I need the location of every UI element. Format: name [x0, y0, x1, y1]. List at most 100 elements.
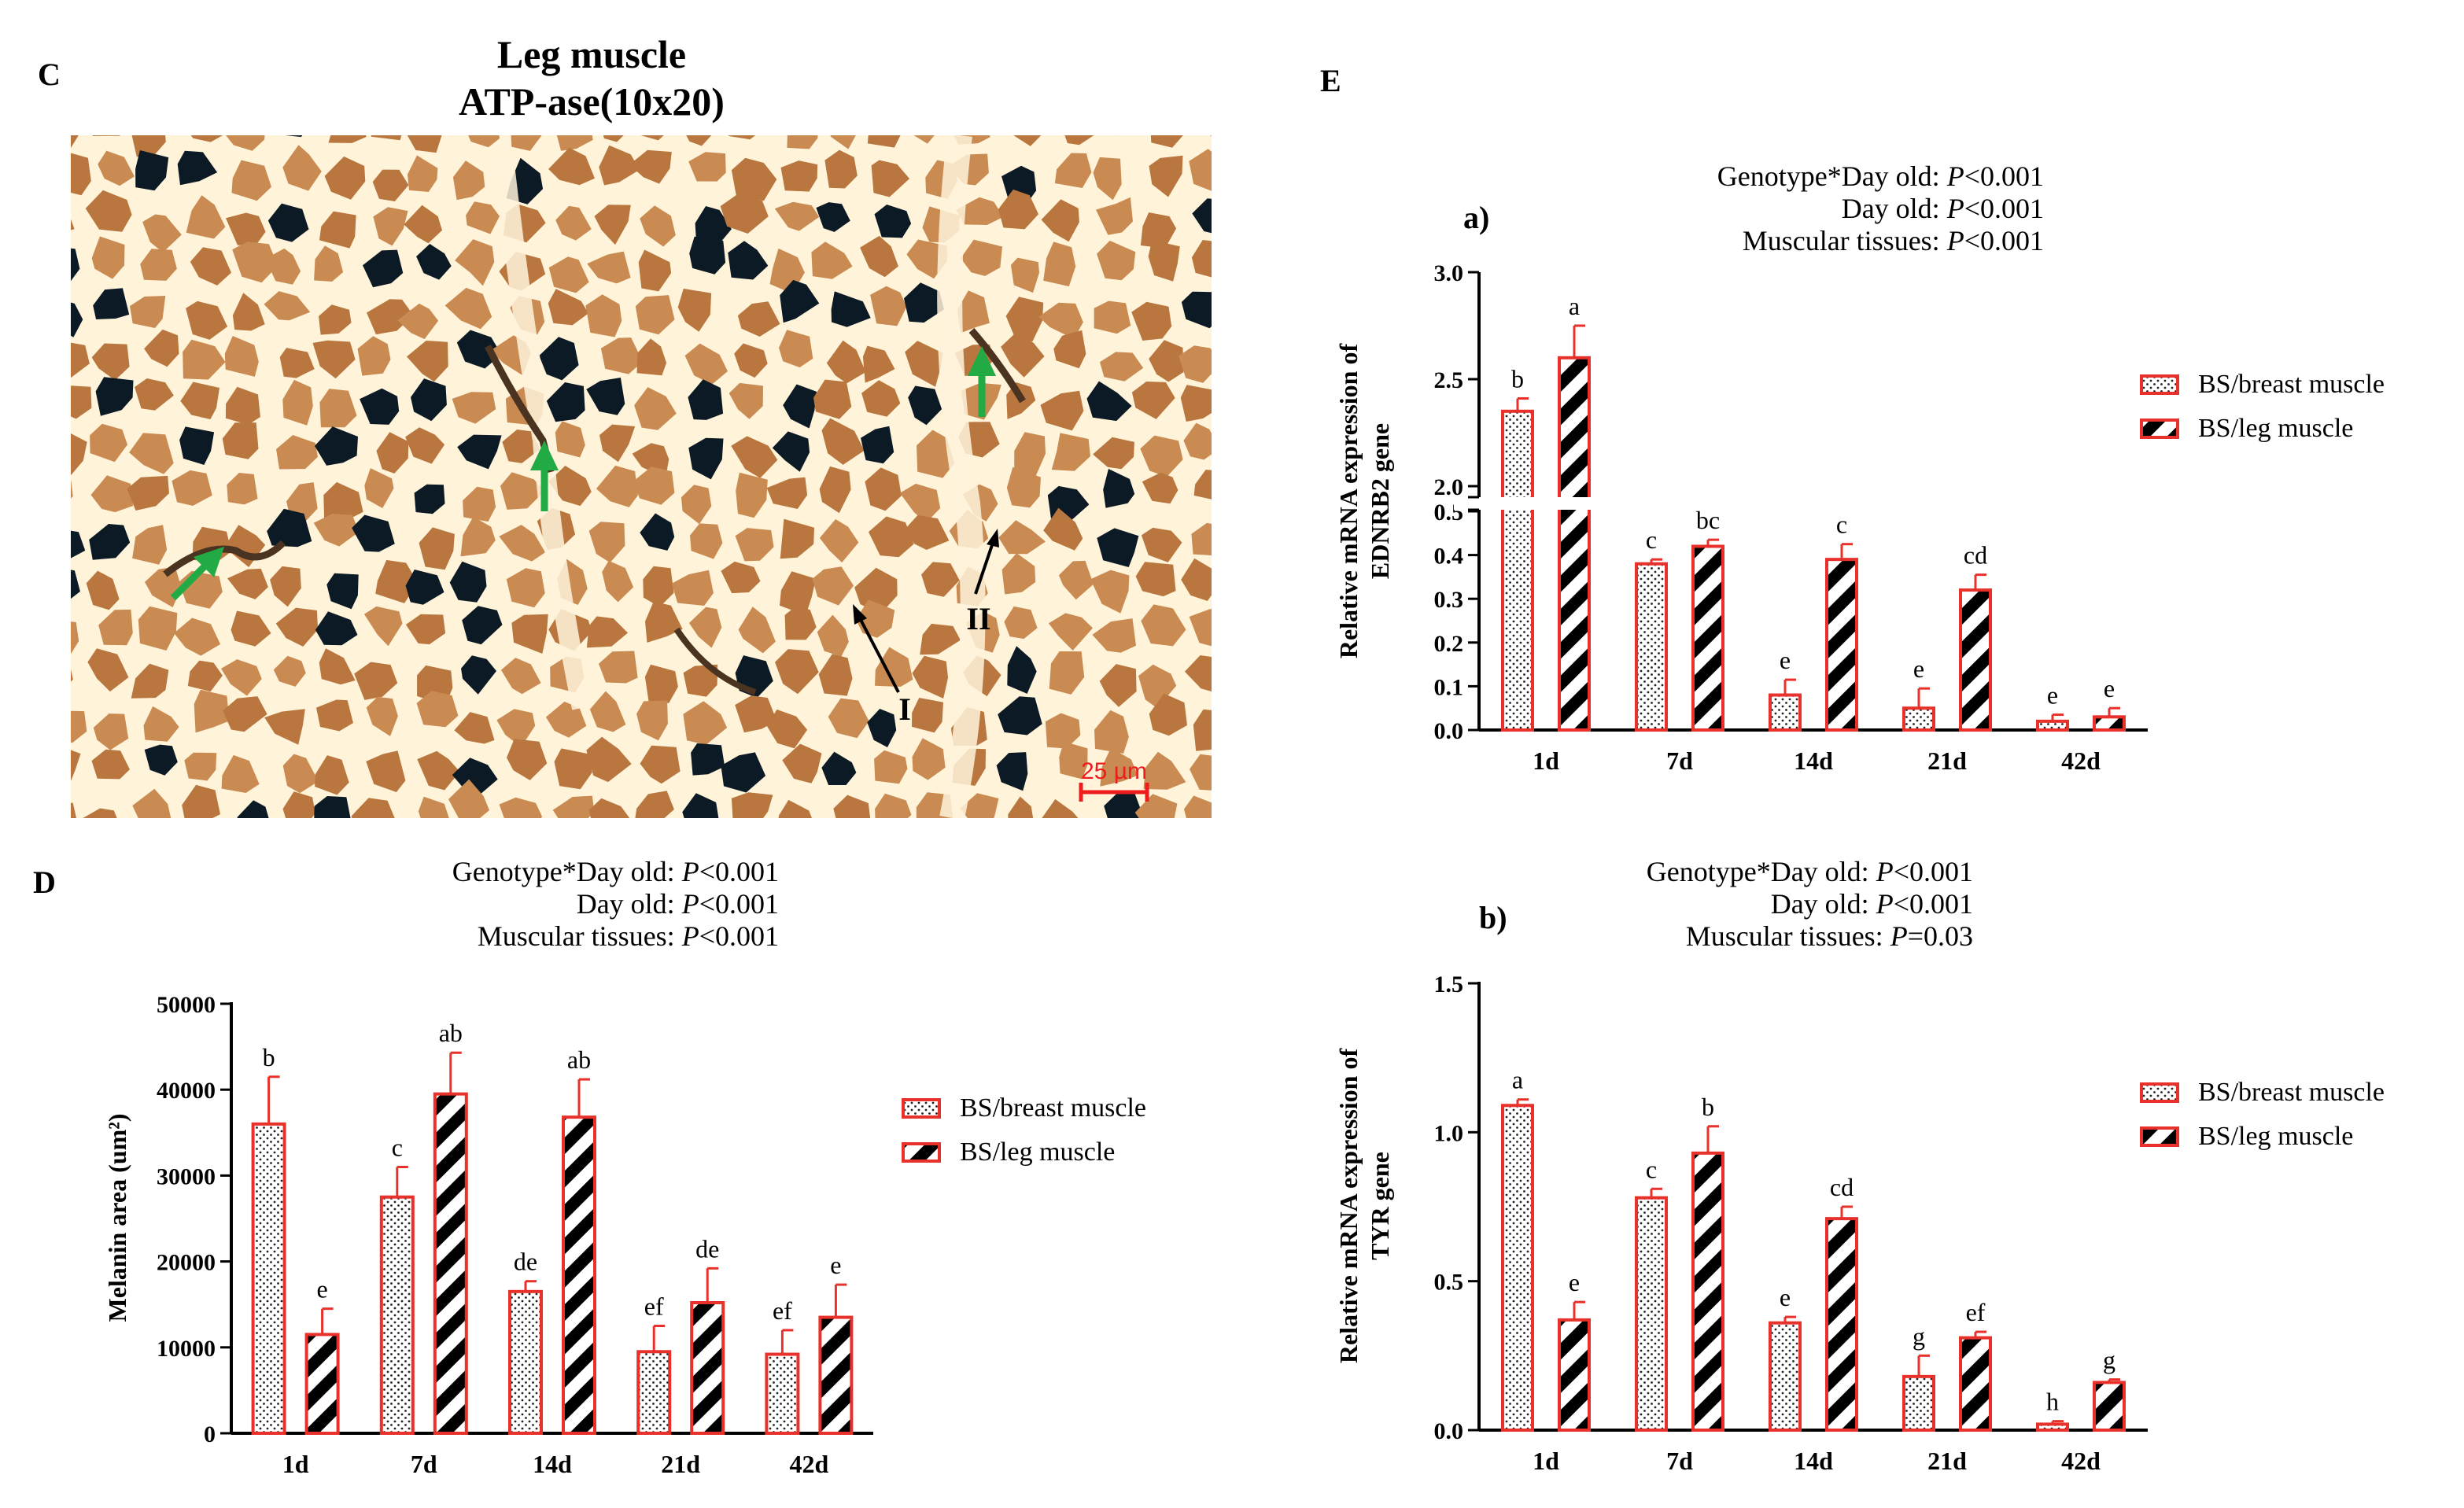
type-2-fiber [1038, 302, 1083, 339]
type-2-fiber [366, 750, 406, 792]
type-2-fiber [1001, 332, 1045, 378]
legend-label: BS/leg muscle [960, 1137, 1115, 1167]
type-2-fiber [960, 793, 999, 818]
bar-dots-7d [1635, 1196, 1668, 1432]
panel-c: C Leg muscle ATP-ase(10x20) [38, 32, 1212, 818]
type-2-fiber [1100, 352, 1144, 382]
type-1-fiber [546, 382, 585, 422]
bar-dots-14d [508, 1289, 543, 1435]
type-1-fiber [89, 524, 131, 560]
x-tick-label: 21d [661, 1450, 700, 1478]
panel-e: E a) Genotype*Day old: P<0.001 Day old: … [1320, 63, 2385, 1475]
type-2-fiber [404, 205, 442, 244]
y-tick-label: 0.0 [1434, 718, 1464, 744]
type-2-fiber [787, 135, 818, 149]
y-tick-label: 0.0 [1434, 1418, 1464, 1444]
type-2-fiber [499, 797, 543, 818]
type-2-fiber [819, 519, 859, 563]
type-2-fiber [920, 623, 961, 655]
type-2-fiber [1042, 798, 1079, 818]
vessel-3 [968, 328, 1026, 404]
type-2-fiber [1189, 149, 1212, 191]
bar-stripes-14d [562, 1115, 596, 1436]
type-2-fiber [1006, 466, 1041, 508]
type-2-fiber [231, 610, 271, 647]
type-2-fiber [416, 691, 459, 728]
bar-dots-14d [1769, 693, 1802, 732]
type-2-fiber [1093, 157, 1122, 201]
panel-e-stats-a-line2: Day old: P<0.001 [1842, 193, 2044, 224]
type-2-fiber [511, 614, 548, 654]
type-2-fiber [784, 605, 817, 640]
type-2-fiber [635, 295, 675, 335]
bar-stripes-21d [690, 1301, 725, 1435]
type-2-fiber [405, 614, 446, 645]
type-2-fiber [506, 568, 545, 608]
type-2-fiber [780, 518, 814, 559]
type-1-fiber [71, 302, 83, 337]
type-2-fiber [818, 654, 853, 696]
type-2-fiber [1193, 709, 1212, 751]
type-1-fiber [405, 570, 444, 605]
panel-c-letter: C [38, 57, 61, 92]
type-2-fiber [468, 135, 500, 148]
type-2-fiber [275, 607, 319, 647]
type-2-fiber [602, 560, 634, 603]
x-tick-label: 1d [1533, 1447, 1559, 1475]
type-2-fiber [1045, 713, 1081, 749]
type-2-fiber [1184, 795, 1212, 818]
type-2-fiber [71, 669, 73, 682]
type-2-fiber [684, 343, 728, 385]
y-tick-label: 1.0 [1434, 1120, 1464, 1146]
type-2-fiber [419, 527, 455, 570]
type-2-fiber [376, 432, 409, 474]
significance-letter: ef [1966, 1298, 1986, 1326]
type-1-fiber [586, 378, 625, 415]
type-2-fiber [736, 472, 768, 518]
type-2-fiber [683, 664, 718, 697]
type-2-fiber [142, 214, 182, 253]
type-1-fiber [695, 206, 732, 249]
panel-e-sub-a: a) [1463, 200, 1489, 235]
type-2-fiber [677, 288, 712, 332]
type-2-fiber [405, 427, 445, 464]
type-2-fiber [735, 528, 774, 562]
type-2-fiber [460, 516, 496, 557]
type-1-fiber [688, 379, 724, 420]
type-1-fiber [71, 530, 86, 559]
type-2-fiber [766, 477, 808, 509]
type-2-fiber [871, 160, 910, 197]
type-2-fiber [1013, 135, 1042, 146]
legend-label: BS/leg muscle [2198, 1122, 2353, 1151]
type-1-fiber [177, 150, 218, 186]
fiber-type-1-arrow [853, 604, 900, 693]
type-2-fiber [778, 799, 813, 818]
type-2-fiber [187, 660, 223, 692]
type-2-fiber [180, 382, 219, 419]
bar-dots-21d [1902, 706, 1935, 732]
type-2-fiber [731, 157, 777, 201]
vessel-2 [484, 344, 555, 474]
type-2-fiber [1010, 257, 1039, 293]
x-tick-label: 21d [1927, 747, 1967, 775]
type-2-fiber [319, 304, 352, 335]
type-2-fiber [140, 249, 177, 281]
type-2-fiber [554, 748, 592, 790]
scale-bar [1079, 783, 1149, 802]
type-2-fiber [273, 655, 306, 687]
type-2-fiber [688, 152, 726, 182]
significance-letter: c [1836, 511, 1847, 539]
type-1-fiber [414, 484, 445, 514]
bar-stripes-7d [1691, 1151, 1724, 1432]
y-tick-label: 0.4 [1434, 544, 1464, 570]
type-2-fiber [174, 618, 221, 656]
y-tick-label: 0.5 [1434, 1270, 1464, 1296]
type-2-fiber [854, 567, 898, 614]
significance-letter: e [1569, 1268, 1580, 1296]
panel-e-stats-b-line1: Genotype*Day old: P<0.001 [1647, 856, 1973, 887]
type-2-fiber [861, 380, 901, 417]
significance-letter: e [316, 1275, 327, 1303]
bar-stripes-42d [2093, 715, 2126, 732]
type-1-fiber [95, 377, 134, 416]
y-tick-label: 0.2 [1434, 631, 1464, 657]
